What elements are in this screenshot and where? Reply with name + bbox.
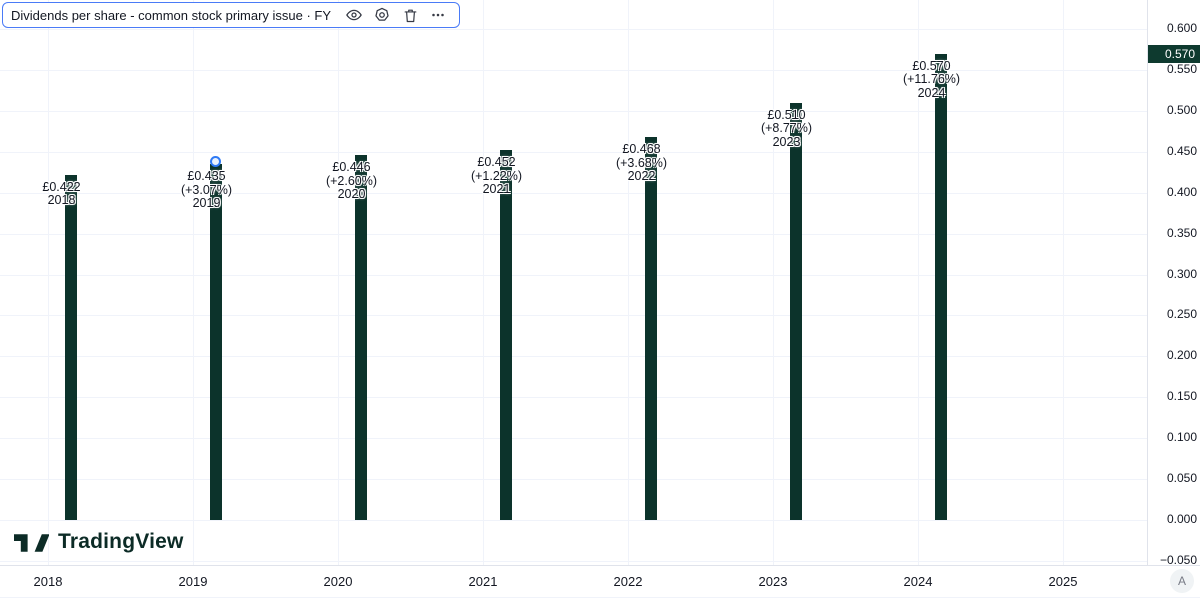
price-tick-label: 0.000 — [1166, 512, 1197, 526]
bar-label-2019: £0.435 (+3.07%) 2019 — [180, 169, 233, 210]
settings-icon[interactable] — [371, 5, 393, 25]
bar-label-2020: £0.446 (+2.60%) 2020 — [325, 160, 378, 201]
visibility-icon[interactable] — [343, 5, 365, 25]
v-gridline — [483, 0, 484, 565]
bar-label-2023: £0.510 (+8.77%) 2023 — [760, 107, 813, 149]
price-tick-label: 0.150 — [1166, 389, 1197, 404]
price-tick-label: 0.050 — [1166, 471, 1197, 486]
v-gridline — [773, 0, 774, 565]
h-gridline — [0, 520, 1147, 521]
h-gridline — [0, 274, 1147, 276]
price-tick-label: 0.400 — [1166, 184, 1197, 199]
price-tick-label: 0.300 — [1166, 266, 1197, 281]
v-gridline — [1063, 0, 1064, 565]
h-gridline — [0, 69, 1147, 71]
time-tick-label: 2023 — [758, 574, 788, 589]
v-gridline — [193, 0, 194, 565]
time-tick-label: 2019 — [178, 574, 208, 589]
h-gridline — [0, 151, 1147, 153]
price-tick-label: 0.550 — [1166, 61, 1197, 76]
selection-handle[interactable] — [210, 155, 221, 167]
h-gridline — [0, 560, 1147, 562]
indicator-title: Dividends per share - common stock prima… — [11, 7, 332, 23]
bar-2024[interactable] — [934, 53, 947, 520]
bar-2023[interactable] — [789, 102, 802, 520]
bar-label-2022: £0.468 (+3.68%) 2022 — [615, 142, 668, 183]
h-gridline — [0, 315, 1147, 317]
price-tick-label: 0.200 — [1166, 348, 1197, 363]
v-gridline — [48, 0, 49, 565]
bar-label-2021: £0.452 (+1.22%) 2021 — [470, 155, 523, 197]
time-tick-label: 2024 — [903, 574, 933, 589]
h-gridline — [0, 192, 1147, 194]
h-gridline — [0, 356, 1147, 358]
tradingview-watermark: TradingView — [14, 529, 184, 555]
h-gridline — [0, 233, 1147, 235]
time-tick-label: 2021 — [468, 574, 498, 589]
price-tick-label: −0.050 — [1159, 552, 1197, 567]
price-tick-label: 0.600 — [1166, 21, 1197, 35]
bar-2020[interactable] — [354, 155, 367, 520]
indicator-legend[interactable]: Dividends per share - common stock prima… — [2, 2, 461, 28]
tradingview-logo-text: TradingView — [58, 530, 184, 553]
time-tick-label: 2020 — [323, 574, 353, 589]
bar-2022[interactable] — [644, 137, 657, 520]
price-tick-label: 0.100 — [1166, 430, 1197, 445]
pane-separator — [0, 597, 1200, 598]
more-icon[interactable] — [427, 5, 449, 25]
time-tick-label: 2025 — [1048, 574, 1078, 589]
tradingview-logo-icon — [14, 529, 49, 555]
price-tick-label: 0.350 — [1166, 225, 1197, 240]
price-tick-label: 0.250 — [1166, 307, 1197, 322]
delete-icon[interactable] — [399, 5, 421, 25]
bar-2021[interactable] — [499, 150, 512, 520]
last-value-badge: 0.570 — [1148, 44, 1200, 63]
bar-2018[interactable] — [64, 174, 77, 520]
bar-label-2018: £0.422 2018 — [42, 179, 81, 208]
price-tick-label: 0.500 — [1166, 102, 1197, 117]
h-gridline — [0, 479, 1147, 481]
h-gridline — [0, 397, 1147, 399]
bar-label-2024: £0.570 (+11.76%) 2024 — [902, 58, 961, 100]
time-tick-label: 2018 — [33, 574, 63, 589]
price-axis-border — [1147, 0, 1148, 565]
v-gridline — [338, 0, 339, 565]
h-gridline — [0, 438, 1147, 440]
auto-scale-button[interactable]: A — [1170, 569, 1194, 593]
price-tick-label: 0.450 — [1166, 143, 1197, 158]
bar-2019[interactable] — [209, 164, 222, 520]
v-gridline — [918, 0, 919, 565]
time-tick-label: 2022 — [613, 574, 643, 589]
time-axis-border — [0, 565, 1200, 566]
h-gridline — [0, 29, 1147, 30]
h-gridline — [0, 110, 1147, 112]
v-gridline — [628, 0, 629, 565]
